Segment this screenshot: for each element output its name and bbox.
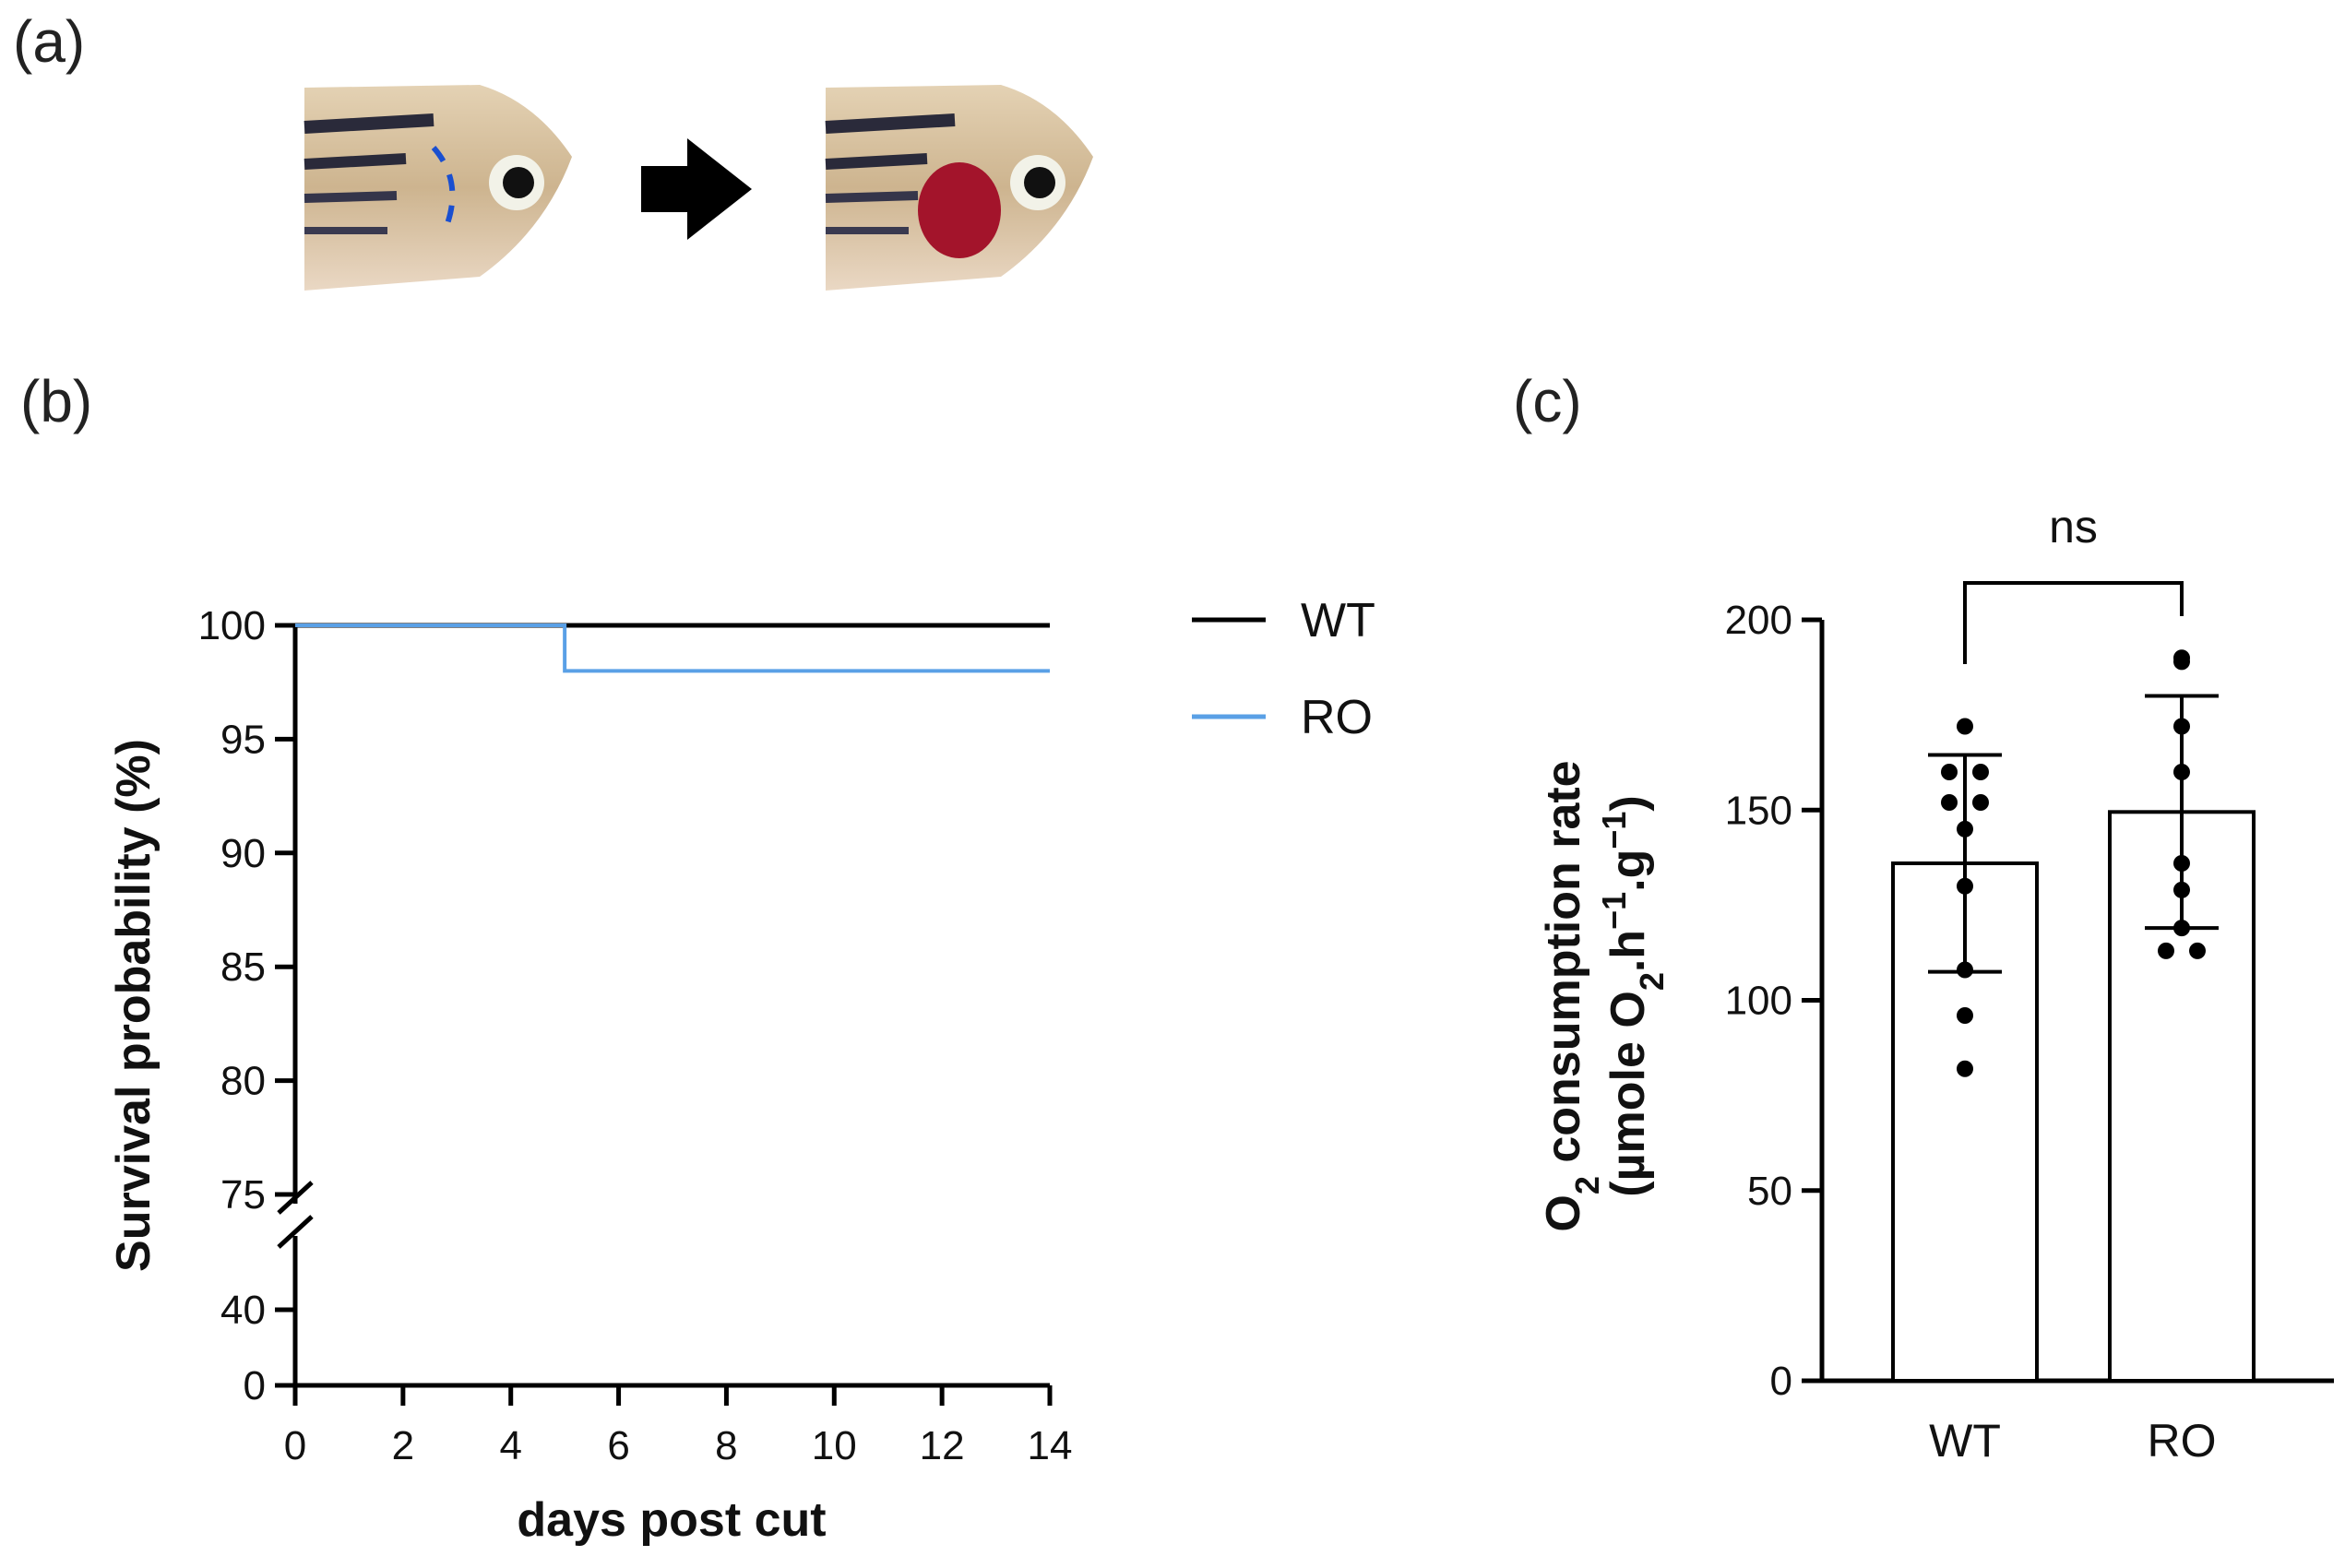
axis-break-mark	[277, 1181, 314, 1215]
o2-bar-chart: 0 50 100 150 200 WT RO ns O2 consumption rate (µm…	[1537, 501, 2334, 1467]
fish-head-before	[304, 85, 572, 291]
panel-label-c: (c)	[1513, 368, 1582, 434]
data-point-wt	[1957, 1060, 1973, 1077]
y-tick-label: 0	[1770, 1359, 1792, 1404]
x-axis-title: days post cut	[517, 1493, 826, 1547]
legend-label-ro: RO	[1301, 691, 1373, 744]
data-point-wt	[1957, 820, 1973, 837]
data-point-wt	[1957, 718, 1973, 735]
x-tick-label: 8	[715, 1423, 737, 1468]
y-axis-title-line1: O2 consumption rate	[1537, 760, 1606, 1231]
y-tick-label: 150	[1725, 788, 1792, 833]
x-category-label: RO	[2148, 1415, 2217, 1467]
survival-chart: 100 95 90 85 80 75 40 00 2 4 6 8 10 12 14 days post cut…	[107, 594, 1375, 1547]
y-tick-label: 50	[1747, 1169, 1792, 1214]
y-tick-label: 90	[220, 831, 266, 876]
fish-head-after	[825, 85, 1093, 291]
data-point-ro	[2158, 942, 2174, 959]
data-point-ro	[2173, 855, 2190, 872]
significance-bracket	[1963, 581, 2184, 664]
arrow-icon	[641, 138, 752, 240]
y-tick-label: 80	[220, 1059, 266, 1104]
axis-break-mark	[277, 1215, 314, 1249]
y-tick-label: 95	[220, 717, 266, 762]
x-tick-label: 0	[284, 1423, 306, 1468]
data-point-ro	[2173, 653, 2190, 671]
series-line-ro	[295, 624, 1050, 673]
legend-label-wt: WT	[1301, 594, 1375, 647]
data-point-wt	[1957, 961, 1973, 979]
y-tick-label: 75	[220, 1172, 266, 1218]
x-tick-label: 14	[1028, 1423, 1073, 1468]
x-tick-label: 10	[812, 1423, 857, 1468]
data-point-wt	[1941, 764, 1958, 780]
blood-clot	[918, 162, 1001, 258]
data-point-wt	[1941, 794, 1958, 811]
y-tick-label: 100	[1725, 979, 1792, 1024]
data-point-wt	[1957, 1007, 1973, 1024]
data-point-ro	[2189, 942, 2206, 959]
y-tick-label: 100	[198, 603, 266, 648]
x-tick-label: 2	[392, 1423, 414, 1468]
x-tick-label: 6	[607, 1423, 629, 1468]
y-tick-label: 85	[220, 944, 266, 990]
y-tick-label: 200	[1725, 598, 1792, 643]
data-point-wt	[1972, 764, 1989, 780]
x-tick-label: 12	[920, 1423, 965, 1468]
panel-label-a: (a)	[13, 8, 86, 75]
y-tick-label: 40	[220, 1288, 266, 1333]
data-point-ro	[2173, 920, 2190, 937]
panel-label-b: (b)	[20, 368, 93, 434]
data-point-ro	[2173, 764, 2190, 780]
data-point-wt	[1957, 877, 1973, 895]
data-point-ro	[2173, 881, 2190, 898]
data-point-ro	[2173, 718, 2190, 735]
x-category-label: WT	[1929, 1415, 2001, 1467]
y-axis-title: Survival probability (%)	[107, 739, 161, 1272]
significance-label: ns	[2049, 501, 2098, 552]
data-point-wt	[1972, 794, 1989, 811]
x-tick-label: 4	[499, 1423, 521, 1468]
cut-line	[431, 146, 456, 237]
y-axis-title-line2: (µmole O2.h−1.g−1)	[1595, 795, 1671, 1196]
y-tick-label: 0	[244, 1363, 266, 1408]
